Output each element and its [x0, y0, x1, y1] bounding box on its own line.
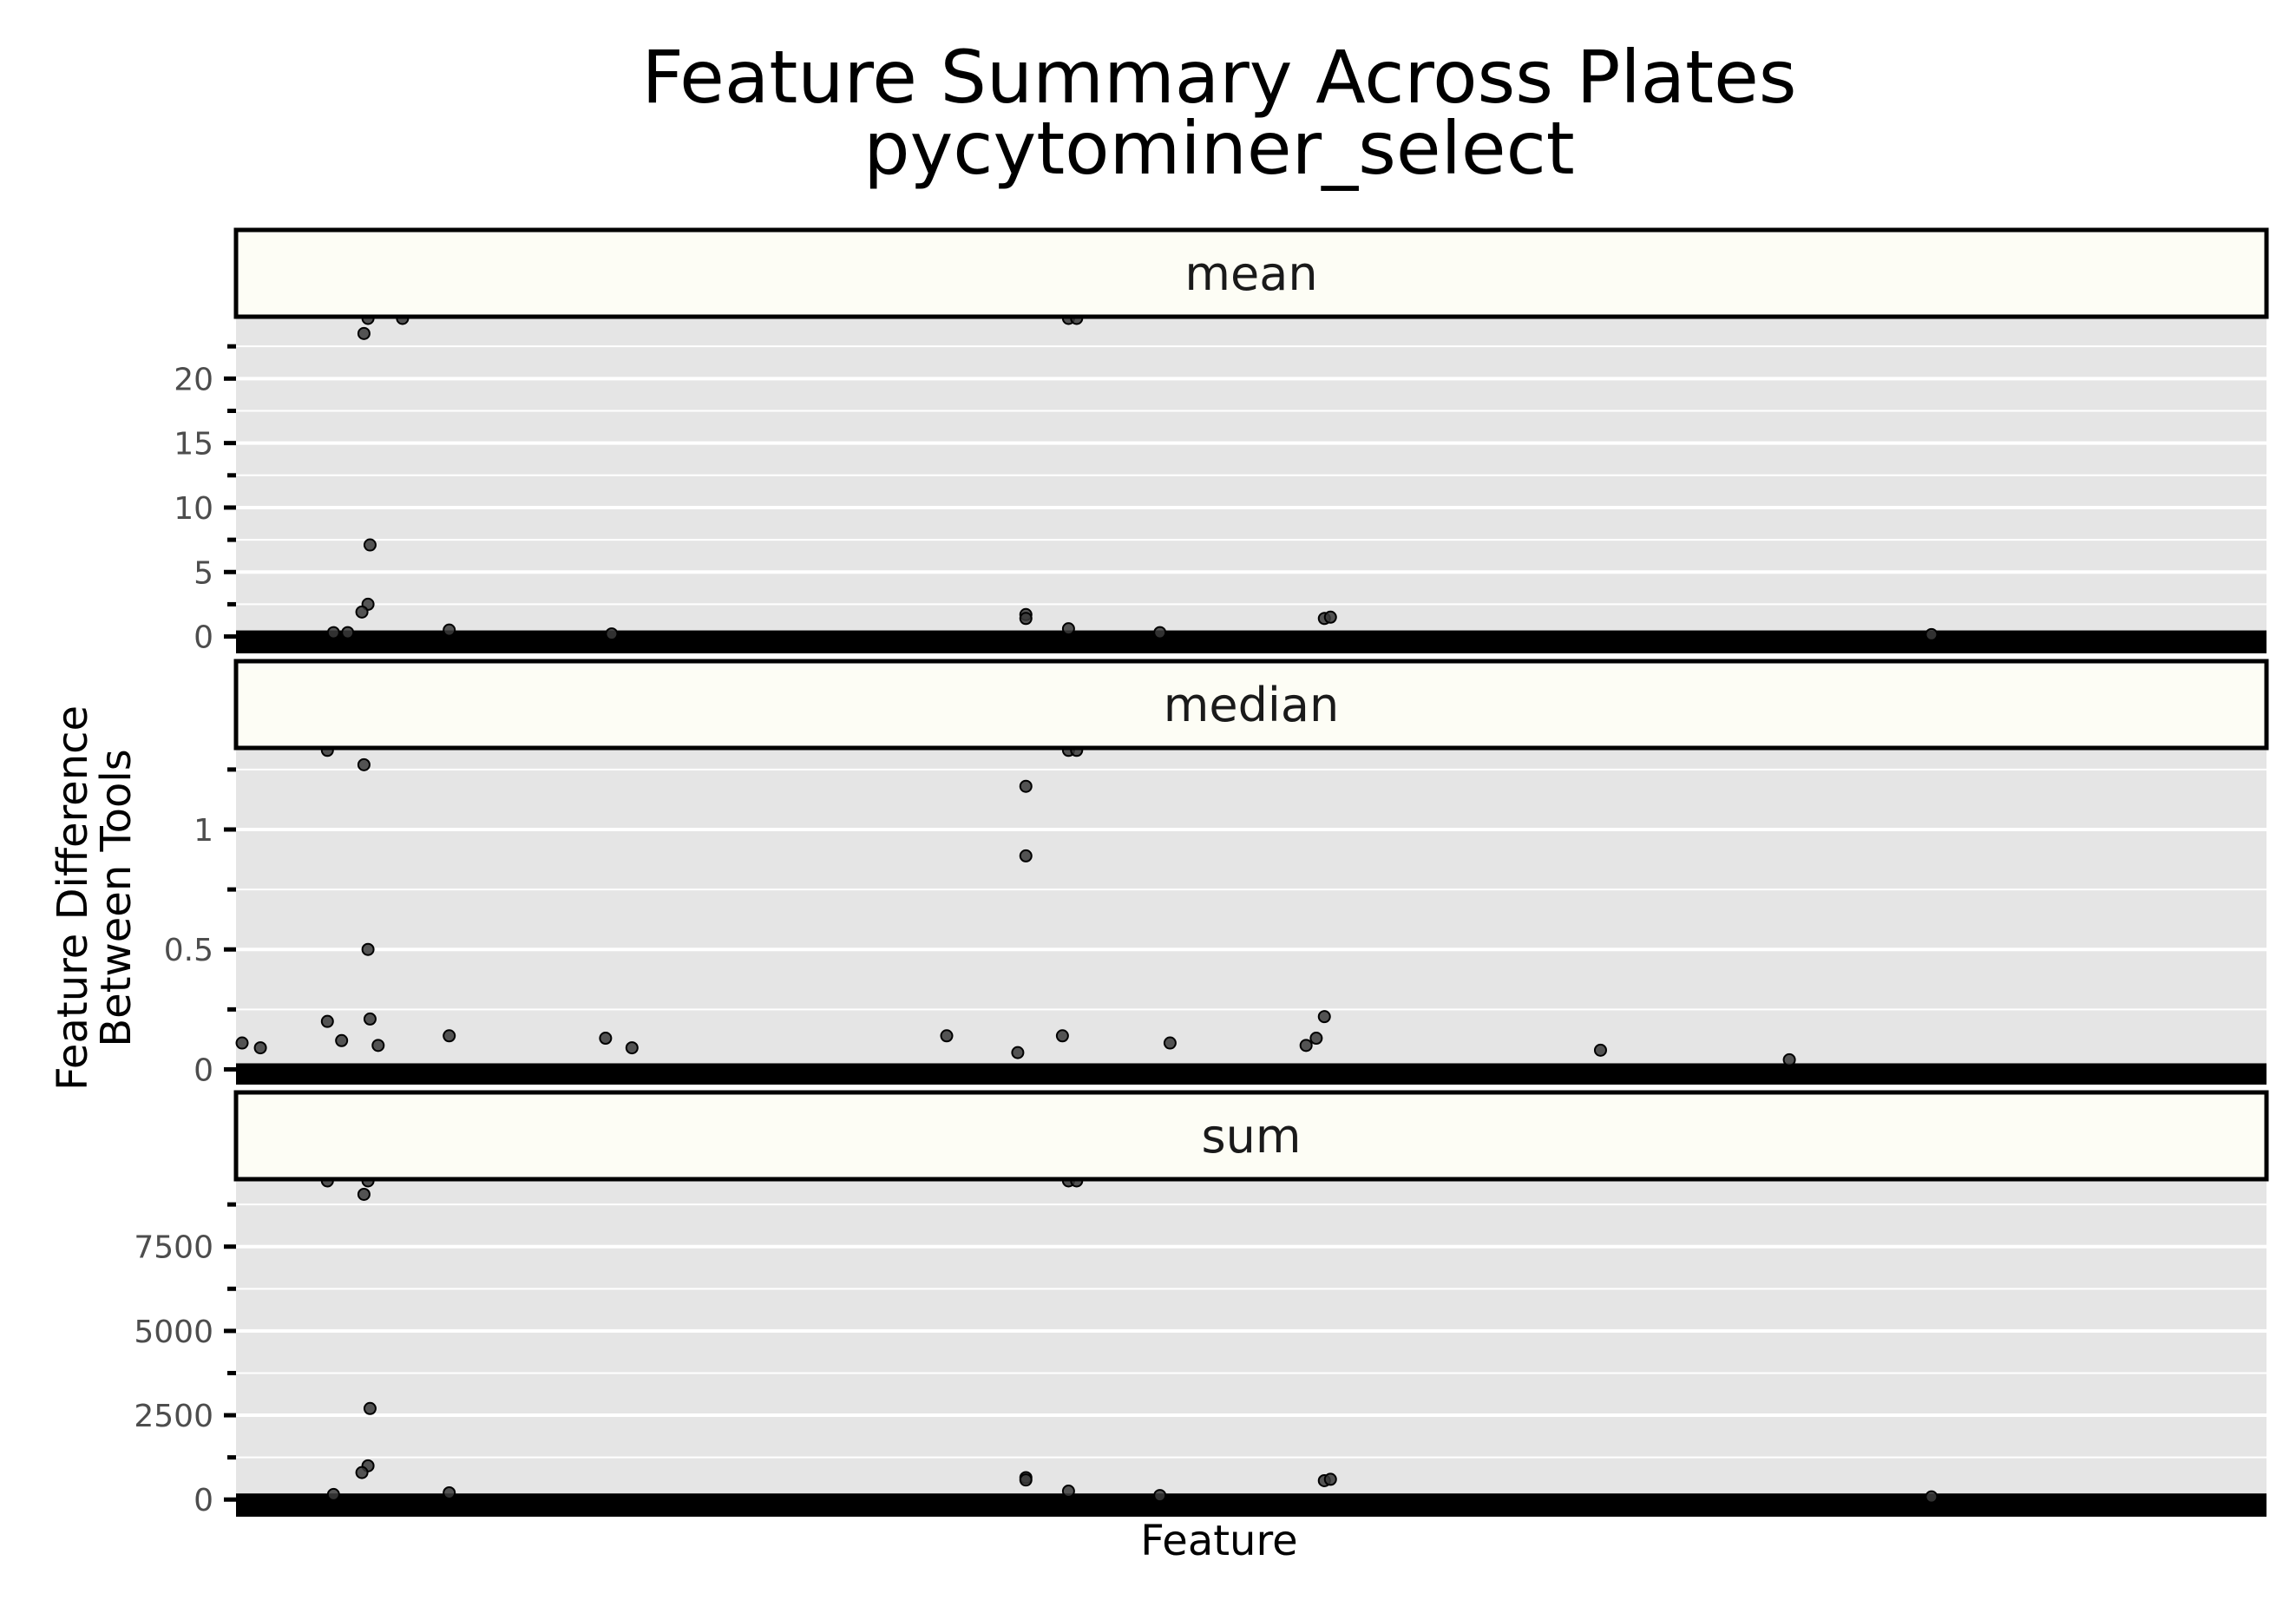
data-point	[320, 1014, 334, 1028]
data-point	[1593, 1043, 1607, 1057]
x-axis-band	[236, 641, 2266, 653]
x-axis-band	[236, 1497, 2266, 1502]
data-point	[1061, 622, 1075, 636]
y-tick-label: 1	[194, 813, 213, 849]
y-tick-label: 0.5	[164, 933, 213, 968]
data-point	[371, 1039, 385, 1052]
data-point	[1011, 1046, 1025, 1059]
data-point	[1153, 626, 1167, 639]
facet-strip-median	[233, 659, 2269, 751]
x-axis-band	[236, 633, 2266, 639]
data-point	[326, 1487, 340, 1501]
facet-strip-label: sum	[1202, 1109, 1302, 1164]
panel-background	[236, 748, 2266, 1074]
data-point	[363, 1401, 377, 1415]
data-point	[1323, 1472, 1337, 1486]
y-tick-label: 15	[174, 427, 213, 462]
panel-background	[236, 317, 2266, 643]
y-tick-label: 2500	[134, 1399, 213, 1434]
facet-strip-label: mean	[1184, 246, 1317, 301]
y-tick-label: 5000	[134, 1315, 213, 1350]
y-tick-label: 20	[174, 362, 213, 397]
facet-strip-sum	[233, 1090, 2269, 1182]
data-point	[1153, 1489, 1167, 1503]
data-point	[1163, 1036, 1177, 1050]
data-point	[253, 1041, 267, 1055]
data-point	[1299, 1039, 1313, 1052]
data-point	[1782, 1052, 1796, 1066]
data-point	[1019, 1473, 1033, 1487]
data-point	[357, 1187, 371, 1201]
data-point	[940, 1029, 954, 1043]
data-point	[1019, 779, 1033, 793]
panel-background	[236, 1179, 2266, 1506]
data-point	[1055, 1029, 1069, 1043]
x-axis-title: Feature	[1140, 1517, 1297, 1565]
data-point	[443, 1029, 456, 1043]
y-axis-title: Feature DifferenceBetween Tools	[49, 705, 141, 1091]
x-axis-band	[236, 1065, 2266, 1070]
y-tick-label: 5	[194, 555, 213, 591]
y-tick-label: 7500	[134, 1230, 213, 1266]
data-point	[1925, 627, 1938, 641]
panel-mean: 0 5 10 15 20 mean	[174, 227, 2269, 656]
y-axis-title-line: Between Tools	[92, 749, 141, 1047]
y-tick-label: 10	[174, 491, 213, 527]
chart-title: Feature Summary Across Plates	[641, 35, 1796, 120]
y-tick-label: 0	[194, 1052, 213, 1088]
y-tick-label: 0	[194, 620, 213, 656]
data-point	[1061, 1485, 1075, 1498]
data-point	[1317, 1010, 1331, 1024]
data-point	[326, 626, 340, 639]
data-point	[599, 1032, 613, 1046]
facet-strip-label: median	[1164, 678, 1339, 732]
data-point	[605, 627, 619, 641]
data-point	[1309, 1032, 1323, 1046]
data-point	[1019, 849, 1033, 862]
data-point	[443, 623, 456, 637]
data-point	[1925, 1490, 1938, 1504]
x-axis-band	[236, 1072, 2266, 1085]
data-point	[363, 538, 377, 552]
data-point	[357, 326, 371, 340]
data-point	[355, 1466, 369, 1479]
x-axis-band	[236, 1505, 2266, 1517]
panel-median: 0 0.5 1 median	[164, 659, 2269, 1088]
data-point	[363, 1012, 377, 1026]
data-point	[1019, 612, 1033, 626]
data-point	[1323, 610, 1337, 624]
chart-subtitle: pycytominer_select	[863, 106, 1574, 191]
y-tick-label: 0	[194, 1483, 213, 1518]
facet-strip-mean	[233, 227, 2269, 319]
y-axis-title-line: Feature Difference	[49, 705, 97, 1091]
data-point	[357, 757, 371, 771]
data-point	[361, 942, 375, 956]
data-point	[335, 1033, 349, 1047]
data-point	[625, 1041, 639, 1055]
data-point	[235, 1036, 249, 1050]
data-point	[443, 1485, 456, 1499]
panel-sum: 0 2500 5000 7500 sum	[134, 1090, 2269, 1518]
data-point	[355, 605, 369, 619]
data-point	[341, 626, 355, 639]
